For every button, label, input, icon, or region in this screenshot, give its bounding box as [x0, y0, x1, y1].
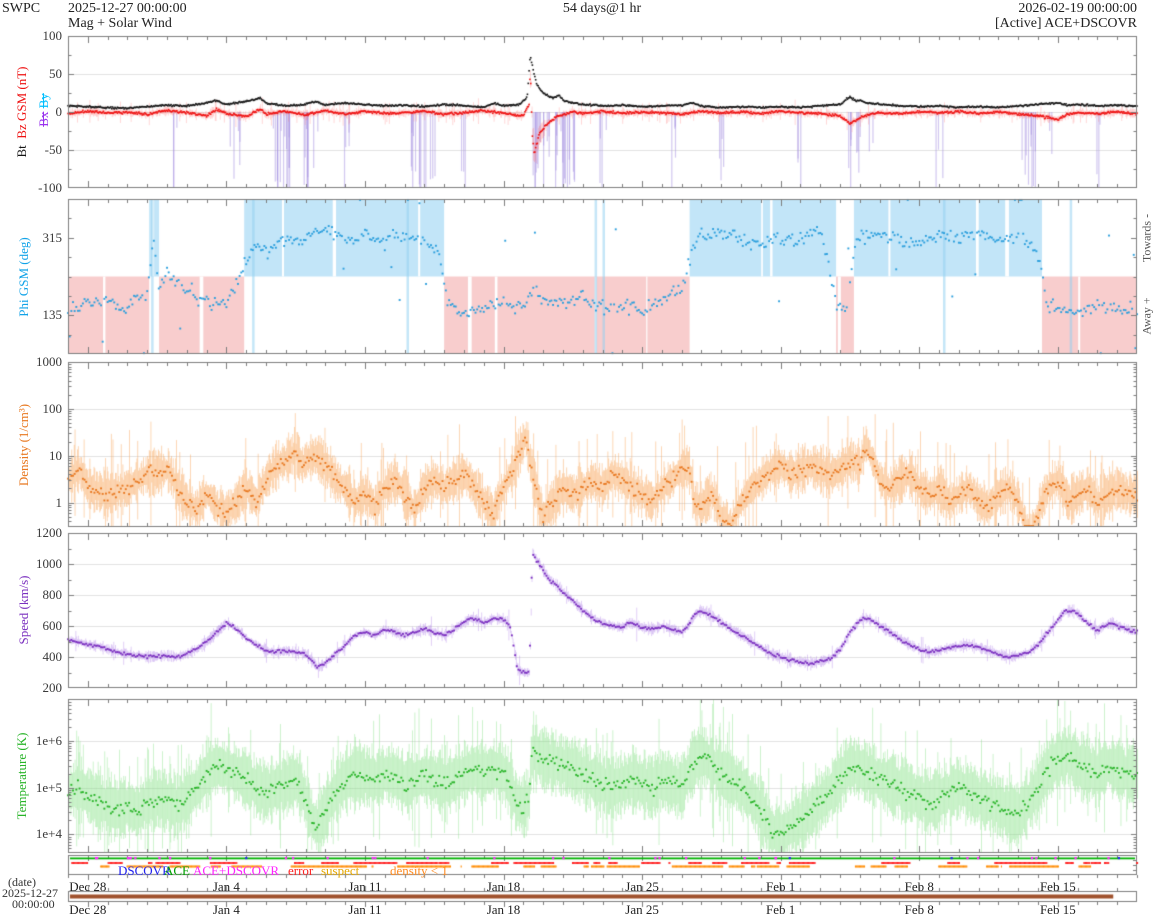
x-tick-label-bottom: Feb 15	[1039, 902, 1076, 915]
x-tick-label: Jan 25	[625, 879, 659, 894]
x-tick-label: Jan 4	[212, 879, 240, 894]
y-tick-label: 1	[55, 495, 63, 510]
legend-error: error	[288, 863, 314, 878]
date-axis-label: (date)	[8, 875, 36, 889]
y-tick-label: 50	[49, 66, 62, 81]
x-tick-label: Feb 8	[904, 879, 934, 894]
y-tick-label: 1e+4	[35, 826, 62, 841]
x-tick-label: Jan 18	[486, 879, 521, 894]
phi-axis-title: Phi GSM (deg)	[16, 237, 31, 317]
x-tick-label-bottom: Dec 28	[69, 902, 107, 915]
end-datetime: 2026-02-19 00:00:00	[1018, 1, 1137, 16]
away-label: Away +	[1139, 297, 1154, 335]
legend: DSCOVR ACE ACE+DSCOVR error suspect dens…	[0, 863, 1158, 878]
duration-label: 54 days@1 hr	[562, 1, 642, 16]
y-tick-label: 1000	[36, 556, 62, 571]
x-tick-label-bottom: Feb 8	[904, 902, 934, 915]
y-tick-label: 600	[42, 618, 63, 633]
y-tick-label: 400	[42, 649, 63, 664]
start-datetime: 2025-12-27 00:00:00	[68, 1, 187, 16]
app-name: SWPC	[2, 1, 41, 16]
legend-dscovr: DSCOVR	[118, 863, 171, 878]
y-tick-label: 315	[42, 230, 63, 245]
speed-axis-title: Speed (km/s)	[16, 575, 31, 645]
y-tick-label: 1e+6	[35, 733, 62, 748]
x-tick-label-bottom: Jan 25	[625, 902, 659, 915]
y-tick-label: -50	[44, 142, 62, 157]
footer-start-time: 00:00:00	[12, 897, 55, 911]
towards-label: Towards -	[1139, 213, 1154, 263]
y-tick-label: 200	[42, 680, 63, 695]
legend-density-lt-1: density < 1	[390, 863, 448, 878]
y-tick-label: 1e+5	[35, 780, 62, 795]
y-tick-label: 1200	[36, 525, 62, 540]
x-tick-label: Feb 1	[766, 879, 796, 894]
y-tick-label: 100	[42, 28, 63, 43]
x-tick-label-bottom: Jan 4	[212, 902, 240, 915]
x-tick-label-bottom: Jan 11	[348, 902, 382, 915]
y-tick-label: 10	[49, 448, 62, 463]
legend-ace-dscovr: ACE+DSCOVR	[193, 863, 280, 878]
x-tick-label-bottom: Jan 18	[486, 902, 521, 915]
y-tick-label: 1000	[36, 354, 62, 369]
footer-start-date: 2025-12-27	[2, 886, 58, 900]
legend-ace: ACE	[164, 863, 190, 878]
y-tick-label: 0	[55, 104, 63, 119]
y-tick-label: 135	[42, 307, 63, 322]
legend-suspect: suspect	[321, 863, 360, 878]
x-tick-label: Jan 11	[348, 879, 382, 894]
y-tick-label: 100	[42, 401, 63, 416]
y-tick-label: -100	[38, 180, 62, 195]
plot-subtitle: Mag + Solar Wind	[68, 16, 172, 31]
mode-label: [Active] ACE+DSCOVR	[994, 16, 1137, 31]
y-tick-label: 800	[42, 587, 63, 602]
x-tick-label: Dec 28	[69, 879, 107, 894]
x-tick-label: Feb 15	[1039, 879, 1076, 894]
x-tick-label-bottom: Feb 1	[766, 902, 796, 915]
